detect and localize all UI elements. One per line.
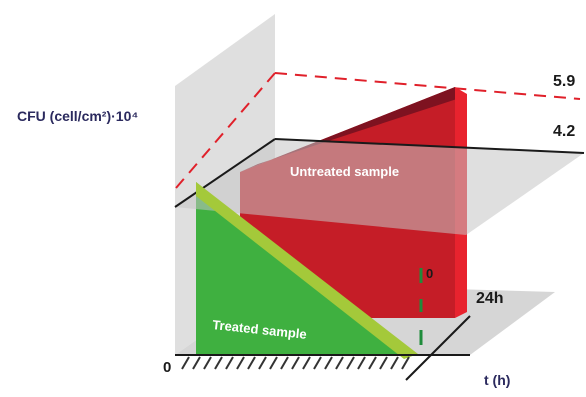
hatch-tick: [269, 356, 278, 370]
value-4-2-label: 4.2: [553, 123, 575, 140]
value-5-9-label: 5.9: [553, 73, 575, 90]
origin-label: 0: [163, 359, 171, 376]
hatch-tick: [401, 356, 410, 370]
limit-5-9-lines: [175, 72, 581, 189]
hatch-tick: [214, 356, 223, 370]
depth-axis-line: [405, 315, 471, 381]
hatch-tick: [346, 356, 355, 370]
level-4-2-edges: [174, 138, 585, 208]
hatch-tick: [324, 356, 333, 370]
hatch-tick: [280, 356, 289, 370]
hatch-tick: [192, 356, 201, 370]
depth-zero-label: 0: [426, 266, 433, 281]
hatch-tick: [390, 356, 399, 370]
hatch-tick: [225, 356, 234, 370]
hatch-tick: [379, 356, 388, 370]
hatch-tick: [302, 356, 311, 370]
level-4-2-plane: [175, 139, 584, 235]
hatch-tick: [313, 356, 322, 370]
hatch-tick: [291, 356, 300, 370]
hatch-tick: [181, 356, 190, 370]
untreated-label: Untreated sample: [290, 164, 399, 179]
hatch-tick: [258, 356, 267, 370]
y-axis-label: CFU (cell/cm²)·10⁴: [17, 108, 138, 124]
hatch-tick: [368, 356, 377, 370]
x-axis-hatch: [181, 356, 410, 370]
hatch-tick: [357, 356, 366, 370]
hatch-tick: [247, 356, 256, 370]
trend-band: [196, 182, 418, 359]
hatch-tick: [236, 356, 245, 370]
hatch-tick: [335, 356, 344, 370]
hatch-tick: [203, 356, 212, 370]
time-24h-label: 24h: [476, 290, 504, 307]
x-axis-label: t (h): [484, 372, 510, 388]
